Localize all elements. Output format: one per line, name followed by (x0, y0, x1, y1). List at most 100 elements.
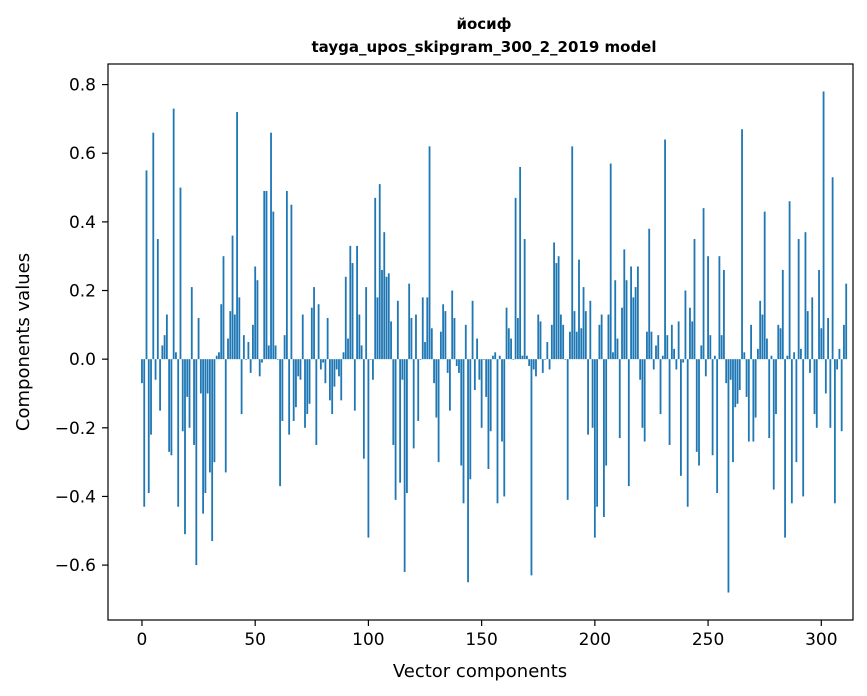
bar-221 (641, 359, 644, 428)
bar-139 (455, 359, 458, 367)
bar-251 (709, 335, 712, 360)
bar-93 (351, 263, 354, 360)
bar-185 (559, 314, 562, 360)
bar-100 (367, 359, 370, 538)
bar-272 (756, 348, 759, 360)
bar-310 (843, 324, 845, 360)
bar-260 (729, 359, 732, 380)
bar-98 (362, 359, 365, 459)
bar-127 (428, 146, 431, 360)
bar-229 (659, 359, 662, 415)
bar-225 (650, 331, 653, 360)
bar-311 (845, 283, 848, 360)
bar-68 (295, 359, 297, 408)
bar-180 (548, 359, 551, 370)
bar-4 (150, 359, 152, 435)
bar-27 (202, 359, 205, 514)
bar-90 (344, 276, 347, 360)
bar-259 (727, 359, 730, 593)
bar-291 (800, 348, 802, 360)
bar-242 (689, 307, 691, 360)
bar-179 (546, 342, 549, 360)
bar-52 (258, 359, 261, 377)
x-tick-label-0: 0 (137, 630, 148, 650)
bar-111 (392, 359, 395, 445)
bar-133 (442, 304, 445, 360)
bar-119 (410, 317, 413, 360)
bar-253 (713, 355, 716, 360)
bar-8 (159, 359, 161, 411)
bar-299 (818, 269, 820, 360)
bar-81 (324, 359, 327, 384)
bar-199 (591, 359, 594, 428)
chart-subtitle: tayga_upos_skipgram_300_2_2019 model (312, 38, 657, 56)
bar-53 (261, 359, 263, 363)
bar-101 (369, 359, 372, 360)
bar-28 (204, 359, 207, 494)
x-axis-ticks: 0 50 100 150 200 250 300 (137, 620, 838, 650)
bar-190 (571, 146, 574, 360)
bar-175 (537, 314, 540, 360)
bar-205 (605, 359, 608, 466)
bar-91 (347, 338, 349, 360)
bar-248 (702, 208, 705, 360)
bar-257 (723, 269, 725, 360)
bar-264 (738, 359, 741, 391)
bar-308 (838, 348, 841, 360)
bar-120 (412, 359, 415, 449)
bars-group (141, 91, 848, 593)
bar-278 (770, 355, 773, 360)
bar-129 (433, 359, 435, 384)
bar-267 (745, 359, 748, 397)
bar-42 (236, 112, 238, 360)
bar-143 (464, 324, 467, 360)
bar-30 (208, 359, 211, 473)
bar-163 (510, 338, 512, 360)
bar-7 (156, 239, 159, 360)
bar-239 (682, 359, 685, 363)
bar-287 (790, 359, 793, 504)
y-axis-label: Components values (13, 253, 34, 431)
bar-193 (578, 259, 580, 360)
bar-50 (254, 266, 257, 360)
bar-189 (569, 331, 571, 360)
bar-210 (616, 338, 619, 360)
x-tick-label-5: 250 (692, 630, 724, 650)
bar-124 (421, 297, 424, 360)
bar-198 (589, 300, 592, 360)
bar-157 (496, 359, 499, 504)
bar-218 (634, 287, 637, 360)
bar-270 (752, 359, 755, 442)
bar-252 (711, 359, 714, 456)
bar-151 (482, 359, 485, 360)
y-tick-label-4: 0.2 (69, 282, 96, 302)
bar-84 (331, 359, 334, 415)
bar-1 (143, 359, 146, 507)
bar-116 (403, 359, 406, 572)
bar-88 (340, 359, 343, 401)
bar-191 (573, 311, 576, 360)
bar-3 (147, 359, 150, 494)
bar-32 (213, 359, 216, 463)
bar-17 (179, 187, 182, 360)
bar-60 (276, 359, 279, 360)
bar-152 (485, 359, 488, 397)
bar-240 (684, 290, 687, 360)
bar-202 (598, 324, 601, 360)
bar-95 (356, 245, 358, 360)
bar-89 (342, 352, 345, 360)
bar-232 (666, 335, 669, 360)
bar-300 (820, 328, 823, 360)
bar-256 (720, 335, 723, 360)
bar-211 (618, 359, 621, 439)
bar-66 (290, 204, 293, 360)
bar-85 (333, 359, 336, 387)
bar-39 (229, 311, 232, 360)
bar-45 (242, 335, 245, 360)
bar-149 (478, 359, 481, 380)
bar-112 (394, 359, 397, 500)
bar-203 (600, 314, 603, 360)
bar-40 (231, 235, 234, 360)
bar-38 (227, 338, 229, 360)
bar-292 (802, 359, 805, 497)
